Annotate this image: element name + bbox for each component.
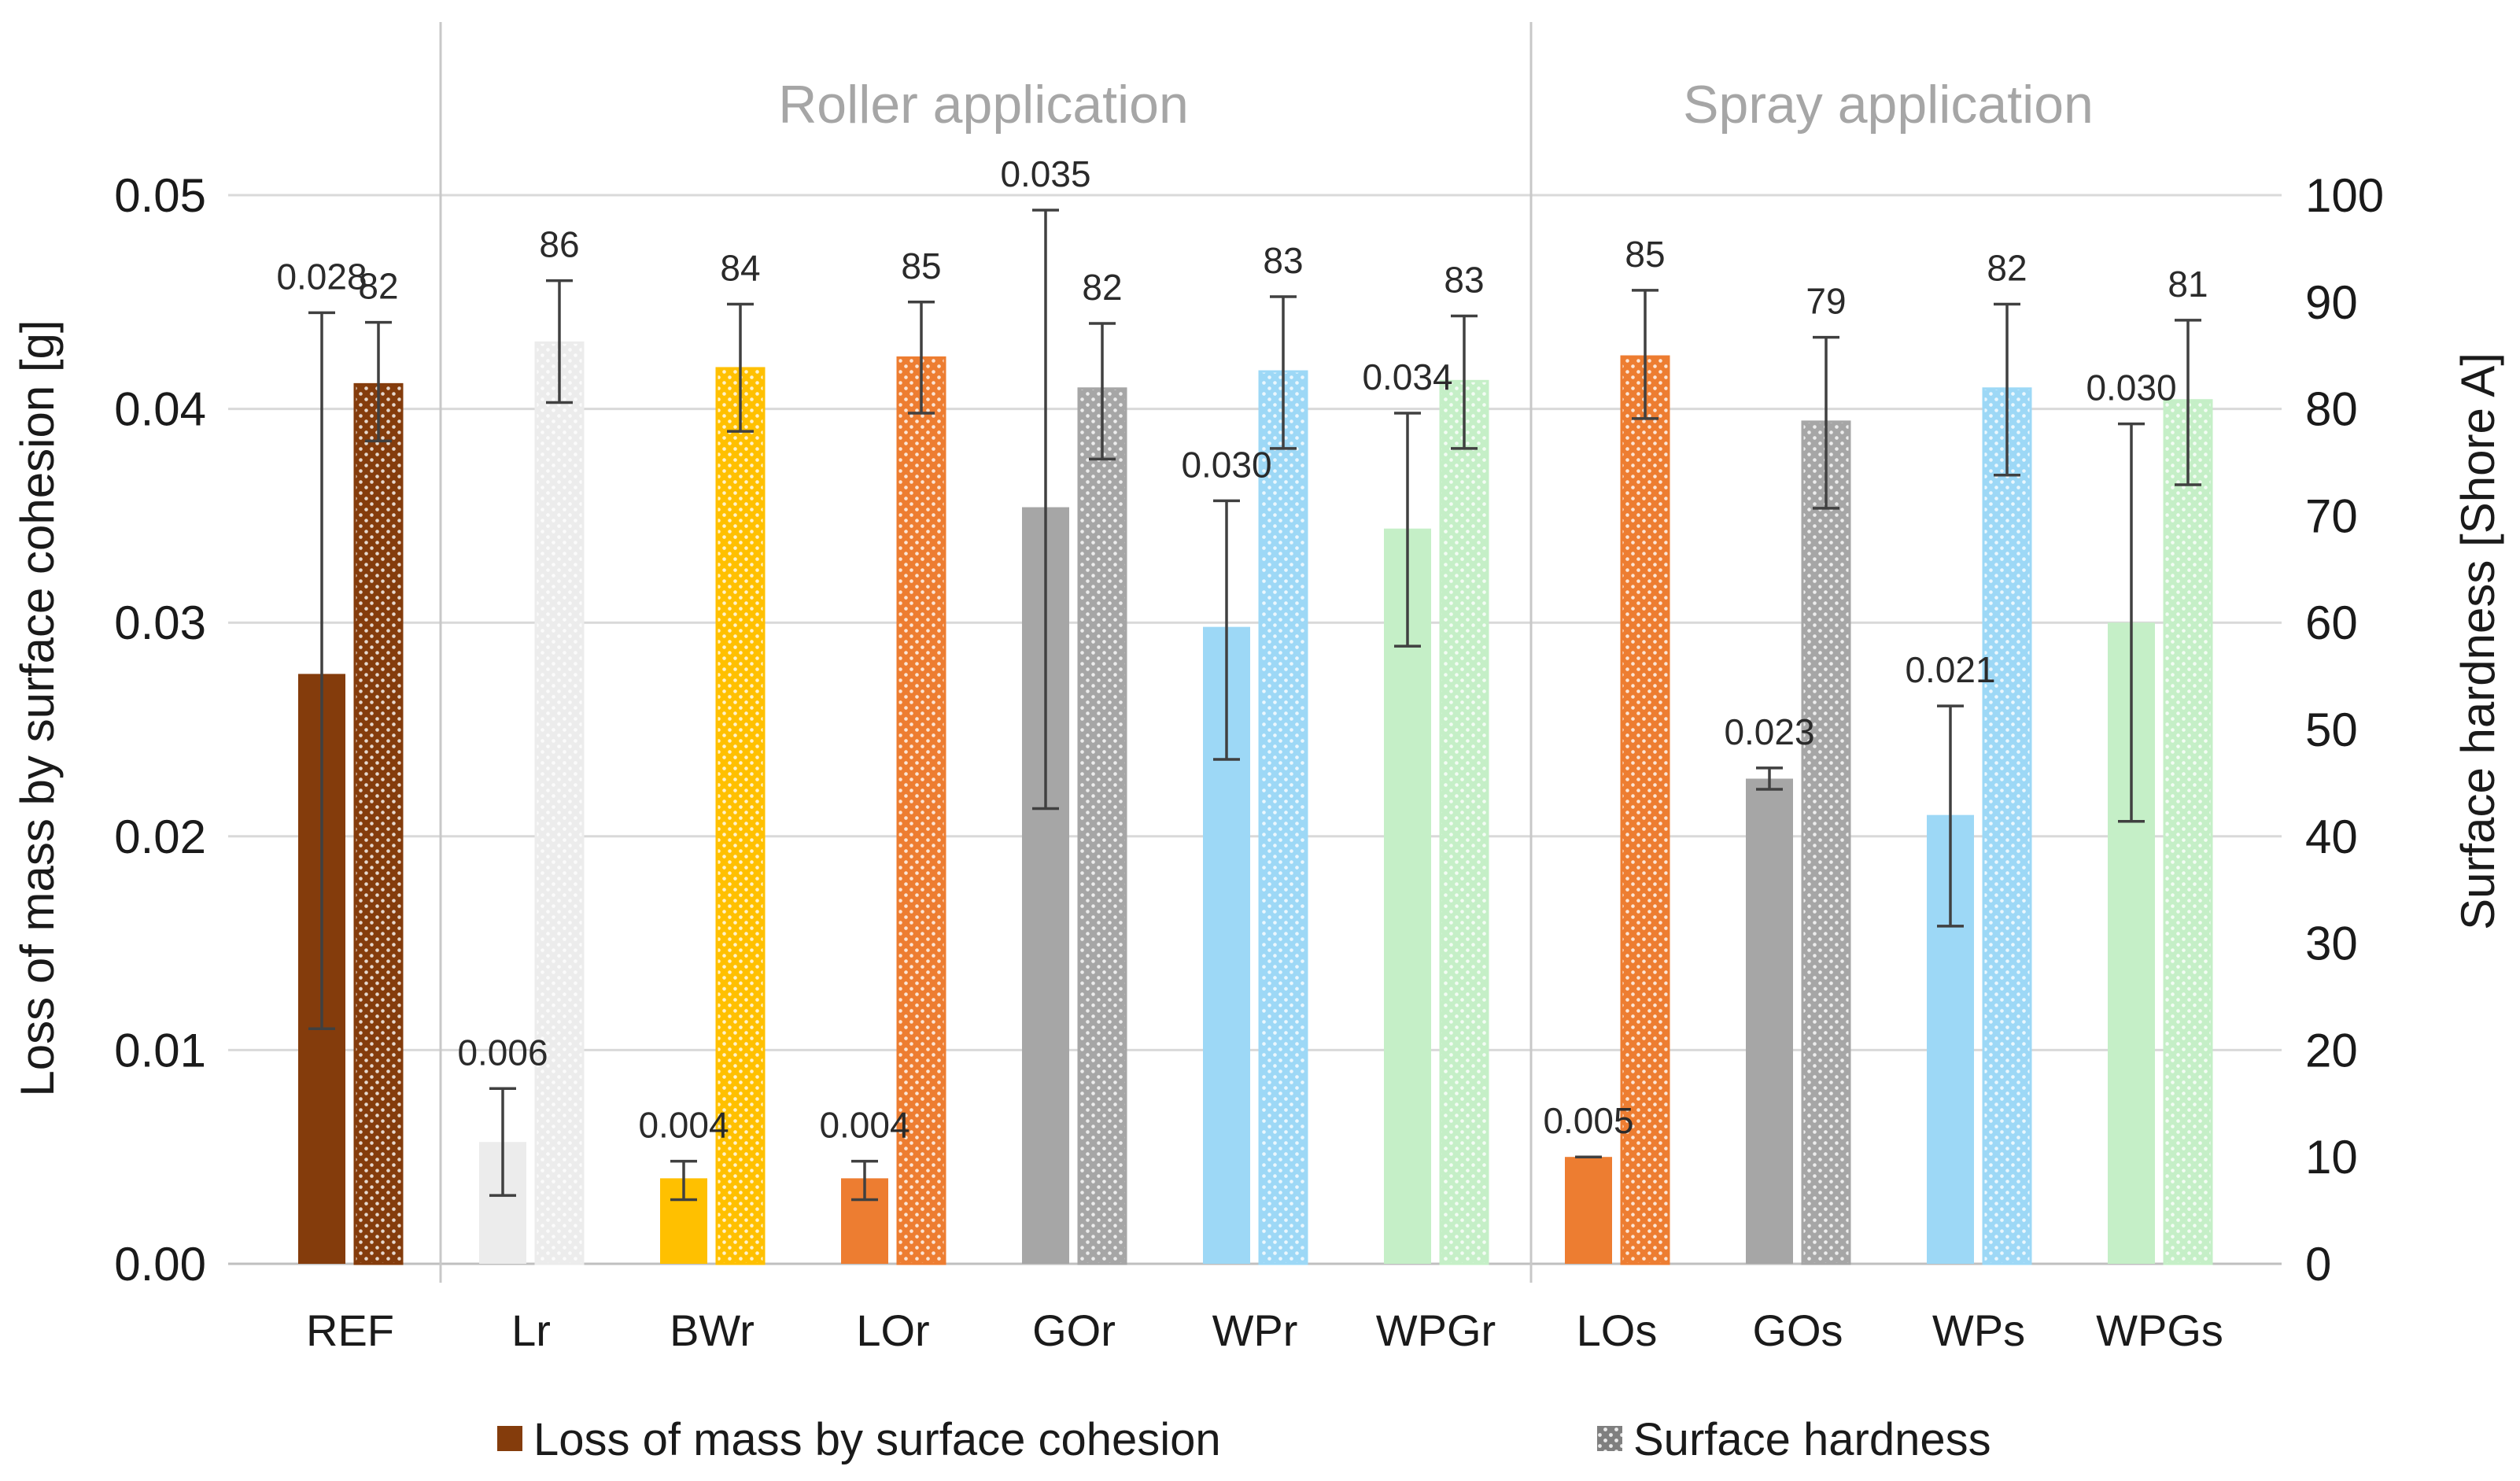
left-tick-label: 0.04	[114, 383, 206, 436]
data-label-hardness: 82	[1082, 267, 1122, 308]
data-label-hardness: 84	[720, 248, 760, 289]
group-titles: Roller application Spray application	[778, 75, 2094, 135]
category-label: WPGr	[1376, 1306, 1496, 1355]
data-label-loss: 0.006	[457, 1032, 548, 1073]
data-label-loss: 0.028	[276, 256, 367, 297]
data-label-hardness: 86	[539, 224, 579, 265]
bar-hardness-wps	[1982, 387, 2032, 1265]
data-label-loss: 0.030	[2086, 367, 2176, 408]
bar-hardness-wpr	[1258, 370, 1308, 1265]
right-axis: 0 10 20 30 40 50 60 70 80 90 100	[2305, 169, 2384, 1291]
left-tick-label: 0.01	[114, 1024, 206, 1077]
data-label-loss: 0.023	[1724, 711, 1814, 752]
bar-loss-los	[1565, 1157, 1612, 1264]
data-label-loss: 0.034	[1362, 356, 1452, 397]
bar-hardness-lr	[534, 341, 585, 1265]
data-label-loss: 0.030	[1181, 444, 1271, 485]
group-separators	[439, 22, 1533, 1283]
data-label-hardness: 85	[901, 246, 941, 286]
right-tick-label: 50	[2305, 704, 2358, 756]
data-label-loss: 0.005	[1543, 1100, 1633, 1141]
data-label-loss: 0.004	[819, 1105, 909, 1146]
data-label-hardness: 83	[1444, 259, 1484, 300]
right-tick-label: 0	[2305, 1238, 2331, 1291]
left-axis-title: Loss of mass by surface cohesion [g]	[11, 319, 64, 1096]
left-tick-label: 0.03	[114, 596, 206, 649]
legend-label-loss: Loss of mass by surface cohesion	[533, 1414, 1221, 1465]
right-tick-label: 10	[2305, 1131, 2358, 1184]
data-label-hardness: 79	[1806, 281, 1846, 322]
category-label: REF	[306, 1306, 394, 1355]
bar-hardness-wpgs	[2163, 399, 2213, 1265]
data-label-hardness: 83	[1263, 240, 1303, 281]
bar-hardness-gor	[1077, 387, 1127, 1265]
category-label: GOr	[1032, 1306, 1116, 1355]
left-axis: 0.00 0.01 0.02 0.03 0.04 0.05	[114, 169, 206, 1291]
legend-swatch-hardness-pattern	[1597, 1426, 1622, 1451]
right-tick-label: 80	[2305, 383, 2358, 436]
legend-label-hardness: Surface hardness	[1633, 1414, 1991, 1465]
data-label-hardness: 82	[1987, 248, 2027, 289]
category-label: WPs	[1932, 1306, 2025, 1355]
left-tick-label: 0.05	[114, 169, 206, 222]
data-label-loss: 0.035	[1000, 153, 1090, 194]
right-tick-label: 20	[2305, 1024, 2358, 1077]
bar-hardness-wpgr	[1439, 379, 1489, 1265]
category-label: GOs	[1752, 1306, 1843, 1355]
bar-hardness-los	[1620, 355, 1670, 1265]
data-label-loss: 0.004	[638, 1105, 729, 1146]
group-title: Spray application	[1683, 75, 2094, 135]
bar-loss-wpgr	[1384, 528, 1431, 1264]
left-tick-label: 0.02	[114, 811, 206, 863]
bar-hardness-ref	[353, 382, 404, 1265]
data-labels: 0.028820.006860.004840.004850.035820.030…	[276, 153, 2208, 1146]
data-label-hardness: 85	[1625, 234, 1665, 275]
bar-loss-gos	[1746, 778, 1793, 1264]
data-label-hardness: 81	[2168, 264, 2208, 305]
data-label-hardness: 82	[358, 266, 398, 307]
category-label: WPr	[1212, 1306, 1298, 1355]
category-label: LOs	[1577, 1306, 1658, 1355]
data-label-loss: 0.021	[1905, 649, 1995, 690]
category-label: WPGs	[2096, 1306, 2223, 1355]
right-tick-label: 70	[2305, 489, 2358, 542]
group-title: Roller application	[778, 75, 1189, 135]
category-axis: REF Lr BWr LOr GOr WPr WPGr LOs GOs WPs WPGs	[306, 1306, 2223, 1355]
bar-hardness-gos	[1801, 420, 1851, 1265]
right-tick-label: 90	[2305, 276, 2358, 329]
right-tick-label: 30	[2305, 918, 2358, 970]
legend: Loss of mass by surface cohesion Surface…	[497, 1414, 1991, 1465]
category-label: Lr	[511, 1306, 551, 1355]
right-tick-label: 100	[2305, 169, 2384, 222]
category-label: LOr	[856, 1306, 929, 1355]
category-label: BWr	[670, 1306, 755, 1355]
right-tick-label: 40	[2305, 811, 2358, 863]
left-tick-label: 0.00	[114, 1238, 206, 1291]
error-bars	[308, 209, 2201, 1202]
right-axis-title: Surface hardness [Shore A]	[2452, 353, 2504, 930]
legend-swatch-loss	[497, 1426, 522, 1451]
right-tick-label: 60	[2305, 596, 2358, 649]
